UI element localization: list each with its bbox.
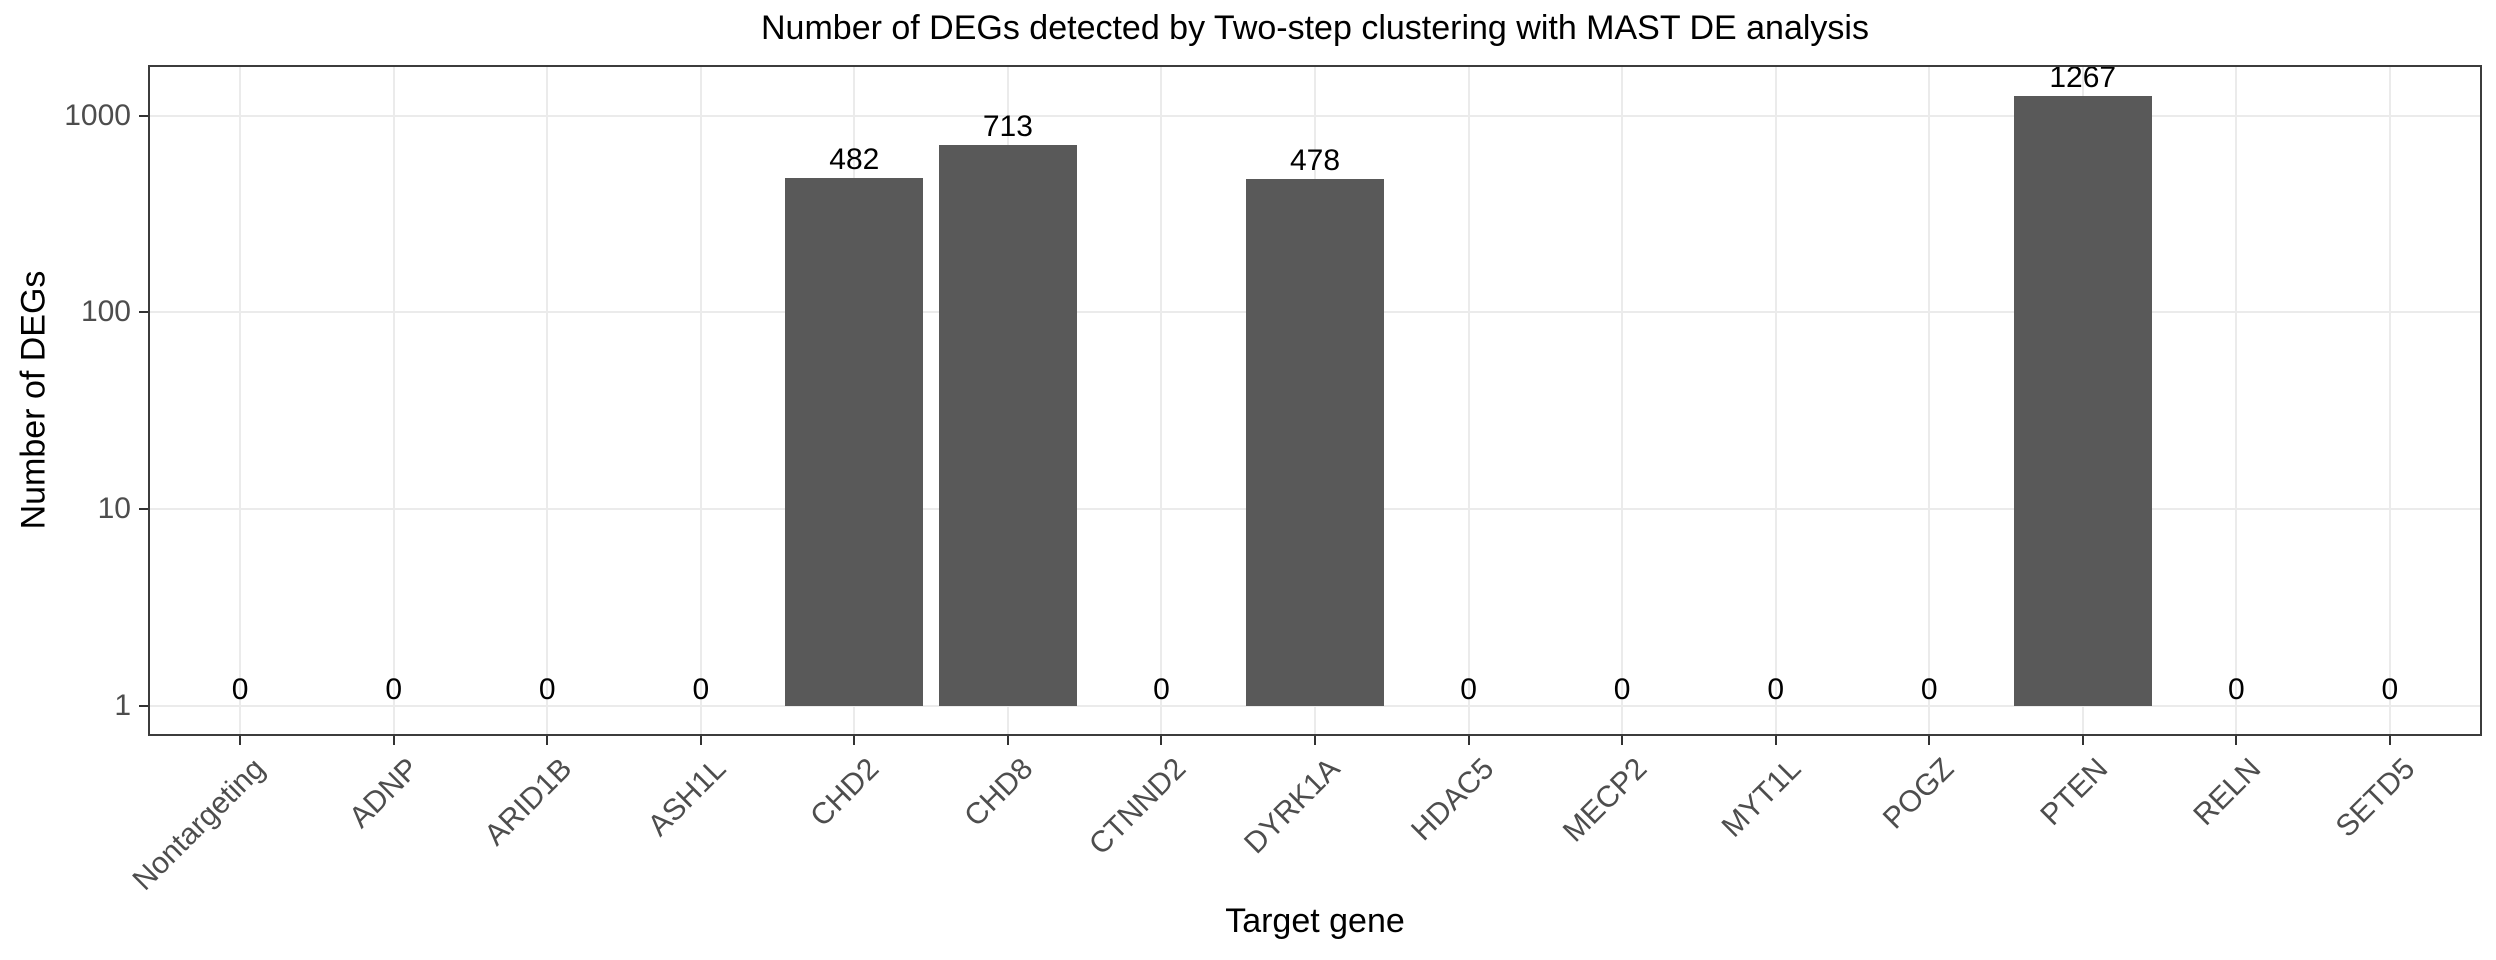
bar-value-label: 482 <box>829 143 880 177</box>
bar-value-label: 0 <box>231 672 249 706</box>
x-tick-mark <box>1774 736 1777 745</box>
bar-value-label: 713 <box>982 109 1033 143</box>
x-gridline <box>2235 65 2238 736</box>
x-gridline <box>239 65 242 736</box>
bar-value-label: 0 <box>385 672 403 706</box>
bar <box>785 178 924 706</box>
x-gridline <box>546 65 549 736</box>
x-tick-mark <box>1160 736 1163 745</box>
panel-border <box>148 65 2482 736</box>
x-tick-mark <box>853 736 856 745</box>
bar-value-label: 0 <box>2227 672 2245 706</box>
x-tick-mark <box>1314 736 1316 745</box>
y-tick-mark <box>139 311 148 314</box>
x-tick-mark <box>392 736 395 745</box>
bar <box>1245 178 1385 706</box>
x-gridline <box>1774 65 1777 736</box>
bar <box>2013 95 2152 706</box>
y-tick-label: 1 <box>114 688 131 722</box>
x-tick-mark <box>2235 736 2238 745</box>
x-gridline <box>2388 65 2391 736</box>
bar-value-label: 0 <box>1613 672 1631 706</box>
x-gridline <box>1928 65 1931 736</box>
x-gridline <box>392 65 395 736</box>
y-tick-mark <box>139 507 148 510</box>
bar-value-label: 0 <box>692 672 710 706</box>
x-tick-mark <box>1621 736 1624 745</box>
y-tick-label: 100 <box>80 295 131 329</box>
x-tick-mark <box>1467 736 1470 745</box>
x-tick-mark <box>699 736 702 745</box>
bar-value-label: 0 <box>1460 672 1477 706</box>
bar-value-label: 0 <box>1920 672 1938 706</box>
x-tick-mark <box>546 736 549 745</box>
bar-value-label: 478 <box>1289 143 1341 177</box>
bar-value-label: 0 <box>2381 672 2399 706</box>
x-tick-mark <box>2388 736 2391 745</box>
x-gridline <box>1467 65 1470 736</box>
y-tick-label: 1000 <box>64 98 131 132</box>
y-tick-mark <box>139 114 148 117</box>
x-axis-title: Target gene <box>1225 902 1405 940</box>
y-tick-label: 10 <box>97 491 131 525</box>
x-gridline <box>1160 65 1163 736</box>
x-gridline <box>1621 65 1624 736</box>
bar <box>938 144 1077 706</box>
x-gridline <box>699 65 702 736</box>
bar-value-label: 0 <box>538 672 556 706</box>
x-tick-mark <box>1006 736 1009 745</box>
bar-value-label: 0 <box>1767 672 1784 706</box>
x-tick-mark <box>1928 736 1931 745</box>
bar-value-label: 0 <box>1153 672 1170 706</box>
x-tick-mark <box>2081 736 2084 745</box>
chart-title: Number of DEGs detected by Two-step clus… <box>761 9 1869 47</box>
x-tick-mark <box>239 736 242 745</box>
y-tick-mark <box>139 704 148 707</box>
